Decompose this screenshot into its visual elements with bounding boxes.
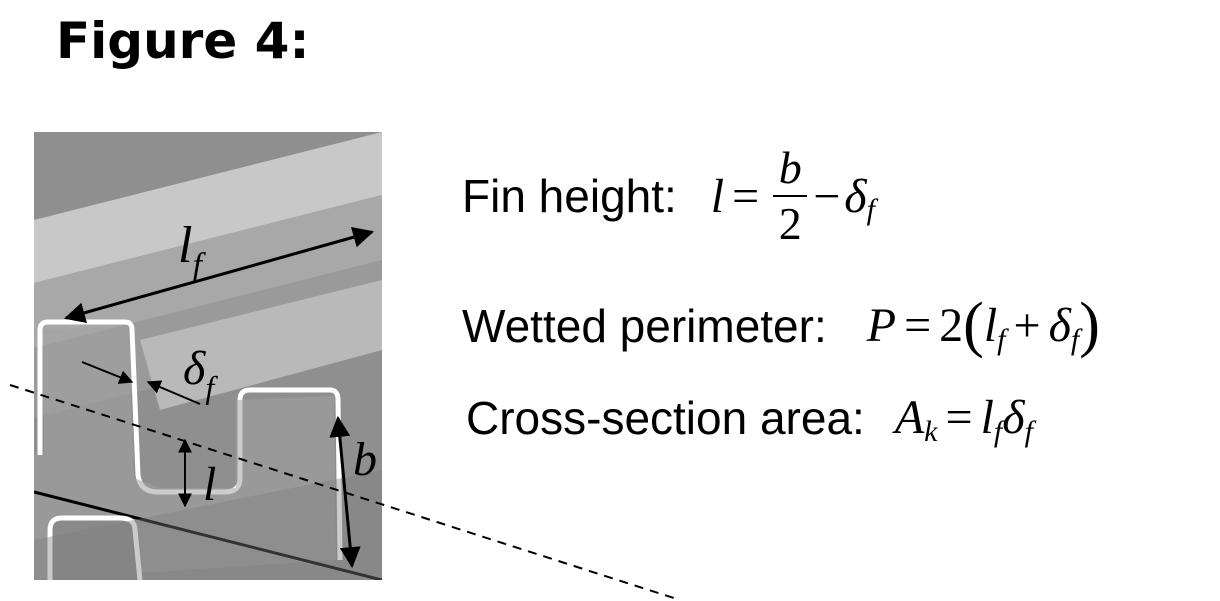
fraction-bar — [773, 195, 808, 197]
cross-section-label: Cross-section area: — [466, 391, 865, 444]
lf-dimension-arrow — [63, 227, 375, 323]
wetted-perimeter-lhs: P — [866, 299, 897, 352]
l-label: l — [203, 458, 216, 511]
cross-section-lf: l — [980, 391, 994, 444]
equation-wetted-perimeter: Wetted perimeter: P = 2 ( l f + δ f ) — [462, 290, 1100, 361]
wetted-perimeter-plus: + — [1013, 299, 1041, 352]
equation-fin-height: Fin height: l = b 2 − δ f — [462, 145, 875, 247]
delta-arrow-right — [146, 380, 201, 405]
fin-height-minus: − — [813, 169, 841, 223]
cross-section-delta-sub: f — [1024, 414, 1033, 448]
fin-illustration — [34, 132, 382, 580]
figure-title: Figure 4: — [56, 12, 310, 70]
cross-section-lhs-sub: k — [924, 414, 938, 448]
base-plate-edge — [34, 490, 382, 580]
fin-height-eq: = — [732, 169, 760, 223]
close-paren: ) — [1079, 291, 1100, 359]
cross-section-lf-sub: f — [993, 414, 1003, 448]
cross-section-lhs: A — [894, 391, 925, 444]
wetted-perimeter-label: Wetted perimeter: — [462, 299, 827, 352]
wetted-perimeter-delta-sub: f — [1070, 322, 1080, 356]
fraction-numerator: b — [778, 142, 802, 193]
delta-arrow-left — [81, 361, 134, 384]
b-dimension-arrow — [329, 415, 361, 569]
wetted-perimeter-delta: δ — [1048, 299, 1071, 352]
fin-height-delta: δ — [844, 169, 867, 223]
fin-height-label: Fin height: — [462, 170, 677, 222]
fin-height-lhs: l — [710, 169, 725, 223]
b-label: b — [353, 433, 377, 486]
cross-section-eq: = — [945, 391, 973, 444]
fraction-denominator: 2 — [778, 198, 802, 249]
open-paren: ( — [963, 291, 984, 359]
wetted-perimeter-lf-sub: f — [997, 322, 1006, 356]
fin-height-fraction: b 2 — [773, 142, 808, 249]
wetted-perimeter-lf: l — [983, 299, 998, 352]
cross-section-delta: δ — [1002, 391, 1025, 444]
fin-height-delta-sub: f — [866, 193, 875, 226]
wetted-perimeter-coef: 2 — [939, 299, 964, 352]
section-cut-line — [9, 384, 681, 601]
equation-cross-section-area: Cross-section area: A k = l f δ f — [466, 390, 1033, 448]
wetted-perimeter-eq: = — [904, 299, 932, 352]
